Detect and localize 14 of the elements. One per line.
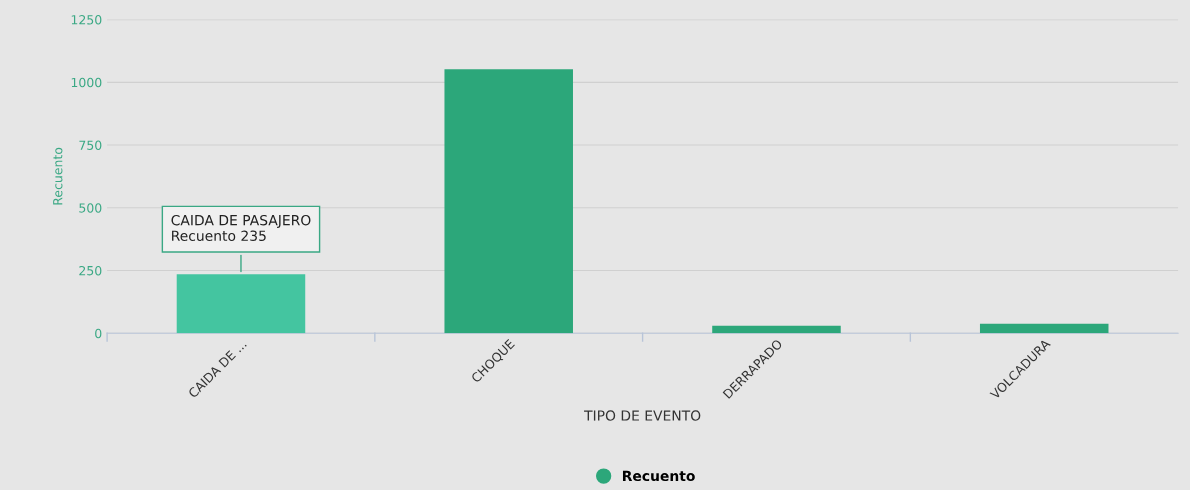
y-tick-label: 1000 [71,77,102,88]
y-tick-label: 1250 [71,15,102,25]
bar [444,69,573,334]
bar [176,274,306,334]
y-tick-label: 750 [79,140,102,150]
bar [979,323,1109,334]
bar [712,325,841,334]
legend-label: Recuento [622,470,695,482]
y-axis-title: Recuento [53,147,63,205]
annotation: CAIDA DE PASAJERO Recuento 235 [171,214,311,241]
y-tick-label: 500 [79,203,102,213]
y-tick-label: 0 [95,328,102,339]
y-tick-label: 250 [79,265,102,276]
x-axis-title: TIPO DE EVENTO [584,410,701,421]
